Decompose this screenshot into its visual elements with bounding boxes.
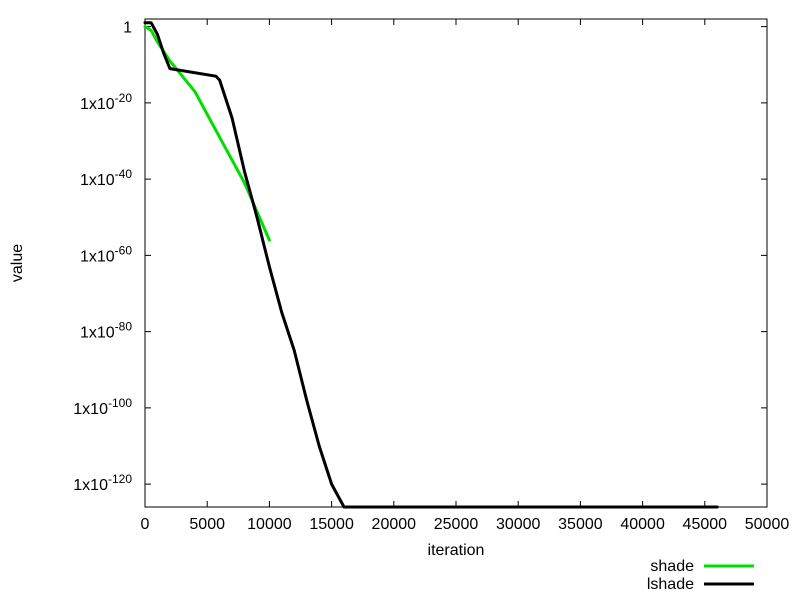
x-tick-label: 50000 [745,516,790,533]
plot-frame [144,18,768,508]
x-tick-label: 40000 [620,516,665,533]
x-tick-label: 15000 [309,516,354,533]
legend-label-lshade: lshade [647,576,694,593]
y-tick-label: 1x10-120 [73,472,132,494]
y-axis-title: value [9,244,26,282]
y-axis: 1 1x10-20 1x10-40 1x10-60 1x10-80 1x10-100 1x1… [73,20,767,494]
x-tick-label: 45000 [683,516,728,533]
y-tick-label: 1x10-20 [80,91,132,113]
y-tick-label: 1 [123,20,132,37]
x-tick-label: 5000 [189,516,225,533]
series-line-lshade [143,21,719,509]
x-axis-title: iteration [428,542,485,559]
series-layer [143,21,719,509]
x-tick-label: 35000 [558,516,603,533]
legend-label-shade: shade [650,558,694,575]
x-tick-label: 10000 [247,516,292,533]
x-tick-label: 20000 [372,516,417,533]
x-axis: 0 5000 10000 15000 20000 25000 30000 35000 40000… [141,19,790,533]
y-tick-label: 1x10-80 [80,320,132,342]
x-tick-label: 0 [141,516,150,533]
y-tick-label: 1x10-60 [80,243,132,265]
series-line-shade [143,25,271,242]
x-tick-label: 30000 [496,516,541,533]
x-tick-label: 25000 [434,516,479,533]
y-tick-label: 1x10-40 [80,167,132,189]
y-tick-label: 1x10-100 [73,396,132,418]
